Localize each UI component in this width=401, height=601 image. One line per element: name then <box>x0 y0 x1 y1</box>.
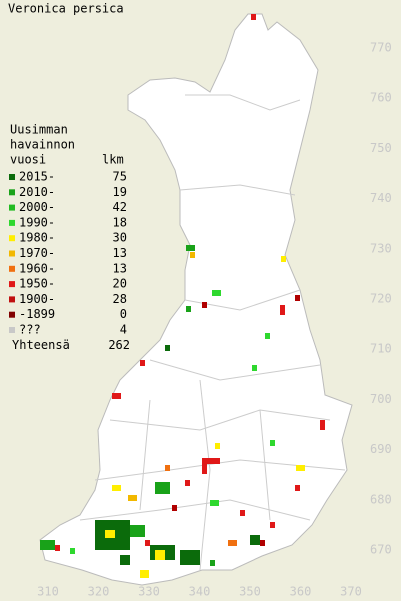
legend-count: 20 <box>113 277 127 291</box>
legend-count: 19 <box>113 185 127 199</box>
legend-count: 13 <box>113 246 127 260</box>
y-grid-label: 750 <box>370 141 392 155</box>
legend-label: 1980- <box>19 231 55 245</box>
legend-swatch <box>9 281 15 288</box>
legend-label: 2015- <box>19 170 55 184</box>
y-grid-label: 730 <box>370 241 392 255</box>
region-borders <box>79 94 346 571</box>
legend-heading: Uusimman <box>10 123 68 137</box>
legend-heading: vuosi <box>10 153 46 167</box>
legend-count: 75 <box>113 170 127 184</box>
legend-count: 0 <box>120 307 127 321</box>
legend-label: 1990- <box>19 215 55 229</box>
x-grid-label: 320 <box>88 585 110 599</box>
legend-count: 28 <box>113 292 127 306</box>
legend-swatch <box>9 174 15 180</box>
legend-swatch <box>9 204 15 211</box>
y-grid-label: 740 <box>370 191 392 205</box>
legend-swatch <box>9 296 15 303</box>
observation-squares <box>40 14 325 578</box>
legend-label: 2000- <box>19 200 55 214</box>
legend-swatch <box>9 311 15 318</box>
total-label: Yhteensä <box>12 338 70 352</box>
legend-label: 1960- <box>19 261 55 275</box>
legend-swatch <box>9 265 15 272</box>
legend-count: 18 <box>113 215 127 229</box>
map-title: Veronica persica <box>8 2 124 16</box>
y-grid-label: 710 <box>370 342 392 356</box>
legend-label: -1899 <box>19 307 55 321</box>
legend-swatch <box>9 250 15 257</box>
x-grid-label: 340 <box>189 585 211 599</box>
legend-count: 4 <box>120 323 127 337</box>
x-grid-label: 370 <box>340 585 362 599</box>
x-grid-label: 310 <box>37 585 59 599</box>
legend-swatch <box>9 189 15 196</box>
x-grid-label: 360 <box>290 585 312 599</box>
legend-label: 1970- <box>19 246 55 260</box>
y-grid-label: 700 <box>370 392 392 406</box>
x-grid-label: 330 <box>138 585 160 599</box>
legend-label: 1950- <box>19 277 55 291</box>
legend-label: 2010- <box>19 185 55 199</box>
legend-label: ??? <box>19 323 41 337</box>
y-grid-label: 680 <box>370 492 392 506</box>
legend-swatch <box>9 219 15 226</box>
legend-label: 1900- <box>19 292 55 306</box>
legend-count: 30 <box>113 231 127 245</box>
legend-count-heading: lkm <box>102 153 124 167</box>
y-grid-label: 670 <box>370 543 392 557</box>
total-count: 262 <box>108 338 130 352</box>
y-grid-label: 690 <box>370 442 392 456</box>
y-grid-label: 760 <box>370 91 392 105</box>
legend-count: 42 <box>113 200 127 214</box>
x-grid-label: 350 <box>239 585 261 599</box>
grid-ticks: 310 320 330 340 350 360 3707707607507407307207… <box>37 41 392 599</box>
legend-count: 13 <box>113 261 127 275</box>
legend-swatch <box>9 327 15 333</box>
legend-swatch <box>9 235 15 242</box>
y-grid-label: 770 <box>370 41 392 55</box>
y-grid-label: 720 <box>370 292 392 306</box>
legend-heading: havainnon <box>10 138 75 152</box>
